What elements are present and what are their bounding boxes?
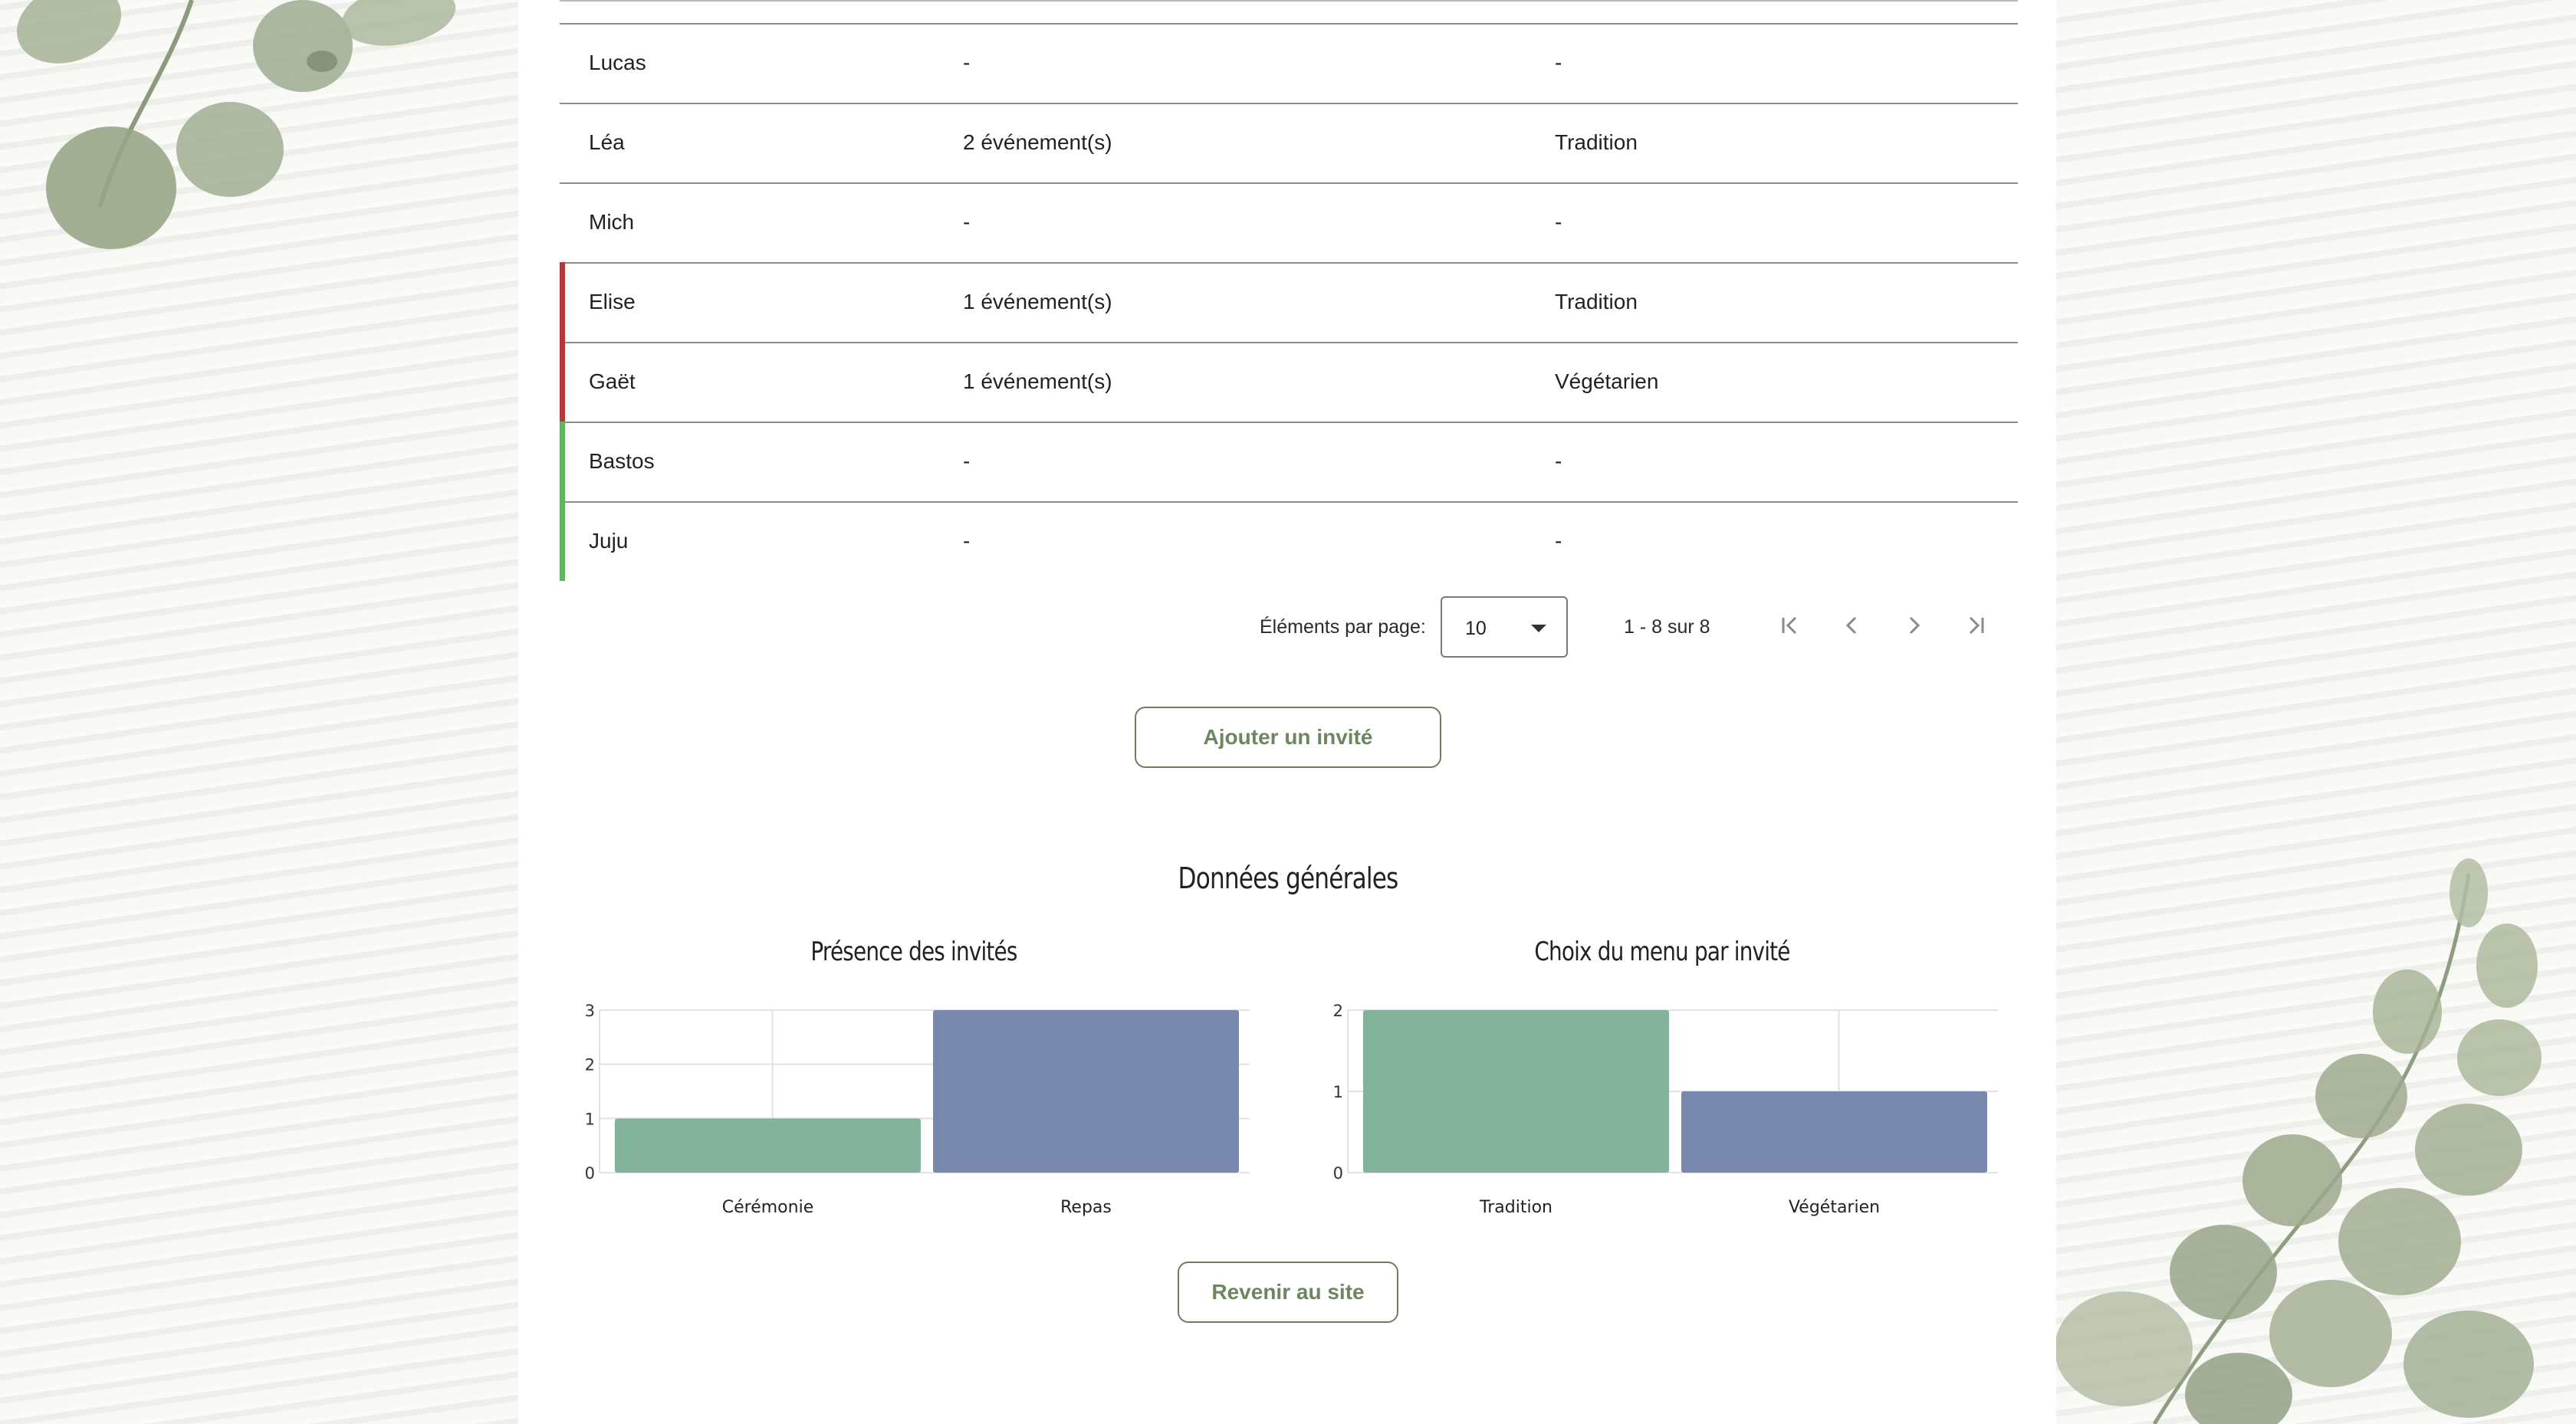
first-page-icon: [1782, 616, 1797, 635]
items-per-page-select[interactable]: 10: [1441, 596, 1568, 658]
first-page-button[interactable]: [1773, 607, 1809, 644]
table-row[interactable]: Lucas - -: [560, 23, 2018, 101]
eucalyptus-branch-decoration: [2055, 858, 2542, 1424]
guest-events-cell: -: [963, 449, 971, 473]
presence-chart-title: Présence des invités: [810, 937, 1017, 967]
previous-page-icon: [1845, 616, 1857, 635]
table-row[interactable]: Juju - -: [560, 501, 2018, 581]
last-page-button[interactable]: [1957, 607, 1993, 644]
next-page-icon: [1909, 616, 1921, 635]
chevron-down-icon: [1531, 625, 1546, 632]
y-tick-label: 0: [1333, 1164, 1343, 1183]
guest-name-cell: Lucas: [589, 51, 646, 74]
y-tick-label: 3: [585, 1002, 595, 1020]
guest-name-cell: Bastos: [589, 449, 655, 473]
items-per-page-value: 10: [1465, 618, 1487, 639]
x-tick-label: Cérémonie: [722, 1198, 813, 1217]
section-title: Données générales: [1178, 861, 1399, 895]
table-row[interactable]: Bastos - -: [560, 422, 2018, 501]
bar-repas: [933, 1010, 1239, 1173]
menu-chart-title: Choix du menu par invité: [1534, 937, 1790, 967]
table-row[interactable]: Mich - -: [560, 182, 2018, 261]
x-tick-label: Végétarien: [1789, 1198, 1880, 1217]
guest-events-cell: -: [963, 210, 971, 234]
table-top-border: [560, 0, 2018, 2]
table-row[interactable]: Elise 1 événement(s) Tradition: [560, 262, 2018, 342]
guest-menu-cell: Tradition: [1555, 290, 1638, 313]
guest-name-cell: Juju: [589, 529, 629, 553]
guest-menu-cell: -: [1555, 210, 1562, 234]
guest-menu-cell: Végétarien: [1555, 369, 1659, 393]
guest-events-cell: -: [963, 51, 971, 74]
last-page-icon: [1969, 616, 1984, 635]
guest-menu-cell: Tradition: [1555, 130, 1638, 154]
guest-name-cell: Elise: [589, 290, 636, 313]
bar-cérémonie: [615, 1118, 921, 1173]
table-row[interactable]: Léa 2 événement(s) Tradition: [560, 103, 2018, 181]
guest-name-cell: Mich: [589, 210, 635, 234]
x-tick-label: Repas: [1060, 1198, 1112, 1217]
back-to-site-button[interactable]: Revenir au site: [1178, 1262, 1398, 1323]
x-tick-label: Tradition: [1479, 1198, 1552, 1217]
guest-events-cell: 1 événement(s): [963, 369, 1112, 393]
add-guest-button[interactable]: Ajouter un invité: [1135, 707, 1441, 768]
table-row[interactable]: Gaët 1 événement(s) Végétarien: [560, 342, 2018, 422]
bar-tradition: [1363, 1010, 1669, 1173]
status-indicator: [560, 422, 565, 501]
y-tick-label: 2: [1333, 1002, 1343, 1020]
status-indicator: [560, 262, 565, 342]
status-indicator: [560, 501, 565, 581]
previous-page-button[interactable]: [1834, 607, 1871, 644]
guest-name-cell: Gaët: [589, 369, 636, 393]
menu-bar-chart: 0 1 2 Tradition Végétarien: [1333, 1002, 1998, 1217]
items-per-page-label: Éléments par page:: [1260, 616, 1426, 638]
next-page-button[interactable]: [1895, 607, 1932, 644]
guest-name-cell: Léa: [589, 130, 625, 154]
guest-events-cell: 1 événement(s): [963, 290, 1112, 313]
y-tick-label: 1: [585, 1110, 595, 1128]
guest-menu-cell: -: [1555, 449, 1562, 473]
guest-menu-cell: -: [1555, 529, 1562, 553]
guest-events-cell: -: [963, 529, 971, 553]
y-tick-label: 0: [585, 1164, 595, 1183]
pagination-range: 1 - 8 sur 8: [1624, 616, 1710, 638]
bar-végétarien: [1681, 1091, 1987, 1173]
eucalyptus-leaves-decoration: [17, 0, 456, 249]
presence-bar-chart: 0 1 2 3 Cérémonie Repas: [585, 1002, 1250, 1217]
guest-events-cell: 2 événement(s): [963, 130, 1112, 154]
y-tick-label: 2: [585, 1056, 595, 1075]
y-tick-label: 1: [1333, 1083, 1343, 1101]
status-indicator: [560, 342, 565, 422]
guest-menu-cell: -: [1555, 51, 1562, 74]
